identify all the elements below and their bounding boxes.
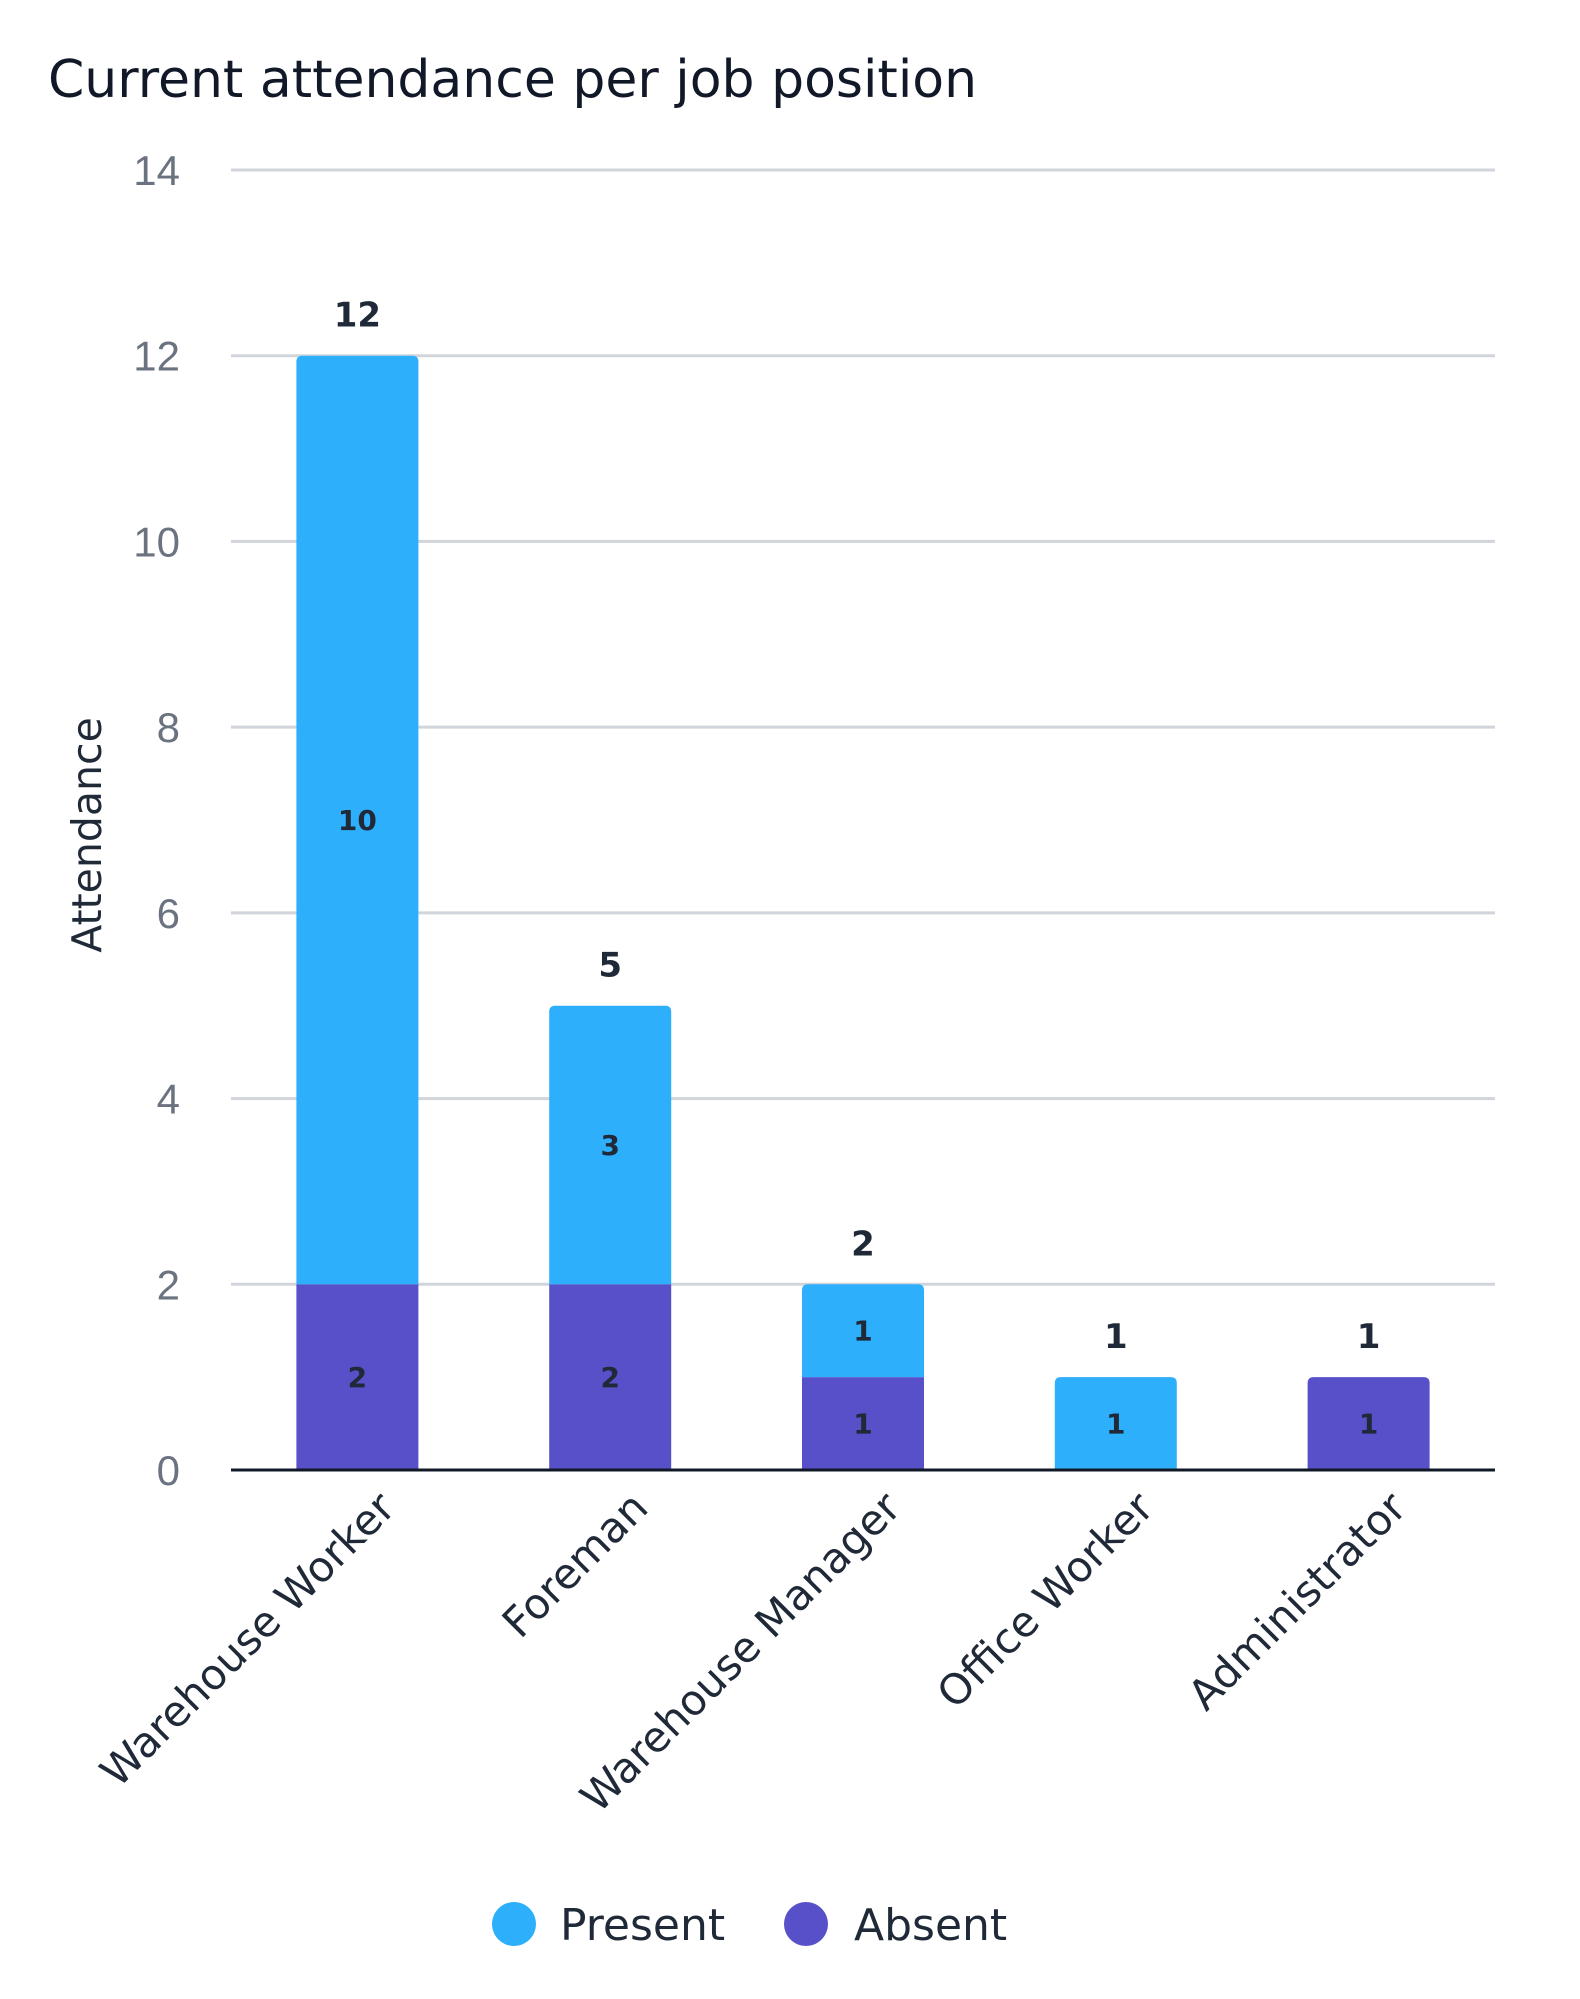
y-tick-label-2: 2 <box>157 1261 180 1308</box>
total-labels: 12 5 2 1 1 <box>334 296 1381 1357</box>
data-label-warehouse-worker-present: 10 <box>338 804 377 837</box>
data-label-warehouse-manager-present: 1 <box>853 1315 872 1348</box>
y-tick-label-10: 10 <box>133 518 180 565</box>
bar-office-worker-present <box>1054 1377 1177 1470</box>
x-tick-label-administrator: Administrator <box>1179 1482 1417 1720</box>
y-axis-ticks: 0 2 4 6 8 10 12 14 <box>133 147 180 1494</box>
y-tick-label-4: 4 <box>157 1076 180 1123</box>
x-tick-label-foreman: Foreman <box>493 1482 658 1647</box>
bar-warehouse-manager-absent <box>802 1377 924 1470</box>
bar-warehouse-worker-absent <box>296 1284 419 1470</box>
data-label-warehouse-worker-absent: 2 <box>348 1361 367 1394</box>
segment-labels: 2 10 2 3 1 1 1 1 <box>338 804 1378 1441</box>
data-label-warehouse-manager-absent: 1 <box>853 1408 872 1441</box>
x-tick-label-office-worker: Office Worker <box>927 1482 1163 1718</box>
legend-swatch-present <box>492 1902 536 1946</box>
gridlines <box>231 168 1495 1286</box>
data-label-foreman-present: 3 <box>600 1129 619 1162</box>
total-label-office-worker: 1 <box>1104 1317 1128 1357</box>
legend: Present Absent <box>492 1900 1007 1951</box>
bar-foreman-present <box>549 1005 672 1285</box>
data-label-foreman-absent: 2 <box>600 1361 619 1394</box>
x-tick-label-warehouse-worker: Warehouse Worker <box>91 1482 405 1796</box>
y-axis-label: Attendance <box>63 717 111 953</box>
y-tick-label-8: 8 <box>157 704 180 751</box>
total-label-administrator: 1 <box>1357 1317 1381 1357</box>
y-tick-label-12: 12 <box>133 333 180 380</box>
bar-warehouse-worker-present <box>296 355 419 1285</box>
total-label-warehouse-worker: 12 <box>334 296 381 336</box>
bar-warehouse-manager-present <box>802 1284 924 1378</box>
y-tick-label-14: 14 <box>133 147 180 194</box>
chart-title: Current attendance per job position <box>48 50 977 110</box>
total-label-warehouse-manager: 2 <box>851 1224 875 1264</box>
legend-label-present: Present <box>560 1900 725 1951</box>
bar-foreman-absent <box>549 1284 672 1470</box>
bars <box>296 355 1430 1470</box>
y-tick-label-0: 0 <box>157 1447 180 1494</box>
legend-label-absent: Absent <box>854 1900 1007 1951</box>
data-label-administrator-absent: 1 <box>1359 1408 1378 1441</box>
bar-administrator-absent <box>1307 1377 1430 1470</box>
y-tick-label-6: 6 <box>157 890 180 937</box>
data-label-office-worker-present: 1 <box>1106 1408 1125 1441</box>
total-label-foreman: 5 <box>598 946 622 986</box>
legend-swatch-absent <box>784 1902 828 1946</box>
